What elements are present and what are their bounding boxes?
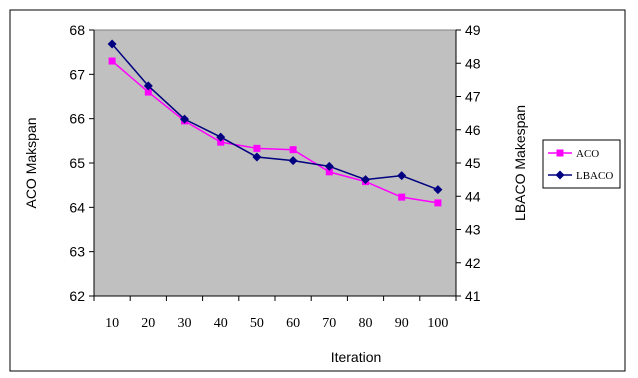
left-y-tick-label: 66 [69, 111, 85, 127]
x-tick-label: 90 [395, 316, 409, 331]
left-y-tick-label: 64 [69, 199, 85, 215]
legend: ACO LBACO [542, 139, 621, 189]
series-layer [107, 39, 443, 207]
left-y-tick-label: 67 [69, 66, 85, 82]
right-y-tick-label: 42 [465, 255, 481, 271]
data-point-lbaco [433, 185, 443, 195]
right-y-tick-label: 44 [465, 188, 481, 204]
data-point-aco [253, 144, 261, 152]
data-point-aco [434, 199, 442, 207]
right-y-tick-label: 47 [465, 89, 481, 105]
left-y-tick-label: 63 [69, 244, 85, 260]
data-point-lbaco [397, 171, 407, 181]
right-y-tick-label: 45 [465, 155, 481, 171]
data-point-lbaco [143, 81, 153, 91]
right-y-tick-label: 49 [465, 22, 481, 38]
data-point-lbaco [107, 39, 117, 49]
data-point-aco [325, 168, 333, 176]
legend-box [542, 139, 621, 189]
x-tick-label: 50 [250, 316, 264, 331]
right-y-ticks: 41 42 43 44 45 46 47 48 49 [456, 22, 481, 304]
x-tick-label: 80 [359, 316, 373, 331]
x-tick-label: 70 [322, 316, 336, 331]
legend-label-aco: ACO [576, 148, 599, 160]
series-line-lbaco [111, 43, 439, 191]
legend-items: ACO LBACO [548, 148, 613, 182]
left-y-axis-title: ACO Makspan [23, 117, 39, 208]
legend-marker-aco [556, 149, 564, 157]
plot-area [93, 29, 457, 297]
right-y-axis-title: LBACO Makespan [512, 105, 528, 221]
data-point-aco [289, 146, 297, 154]
right-y-tick-label: 48 [465, 55, 481, 71]
x-ticks: 10 20 30 40 50 60 70 80 90 100 [93, 296, 457, 331]
left-y-ticks: 62 63 64 65 66 67 68 [69, 22, 94, 304]
data-point-aco [108, 57, 116, 65]
data-point-lbaco [324, 161, 334, 171]
left-y-tick-label: 62 [69, 288, 85, 304]
x-tick-label: 40 [214, 316, 228, 331]
data-point-lbaco [361, 175, 370, 185]
x-tick-label: 10 [105, 316, 119, 331]
left-y-tick-label: 68 [69, 22, 85, 38]
data-point-aco [398, 193, 406, 201]
legend-label-lbaco: LBACO [576, 170, 613, 182]
data-point-lbaco [252, 152, 262, 162]
x-tick-label: 30 [178, 316, 192, 331]
x-tick-label: 60 [286, 316, 300, 331]
data-point-aco [144, 88, 152, 96]
right-y-tick-label: 41 [465, 288, 481, 304]
right-y-tick-label: 46 [465, 122, 481, 138]
data-point-aco [217, 138, 225, 146]
data-point-lbaco [180, 114, 189, 124]
x-tick-label: 20 [141, 316, 155, 331]
right-y-tick-label: 43 [465, 222, 481, 238]
left-y-tick-label: 65 [69, 155, 85, 171]
legend-marker-lbaco [555, 170, 565, 180]
x-tick-label: 100 [427, 316, 448, 331]
series-line-aco [111, 60, 439, 204]
data-point-lbaco [288, 156, 298, 166]
x-axis-title: Iteration [331, 349, 382, 365]
data-point-lbaco [216, 132, 226, 142]
